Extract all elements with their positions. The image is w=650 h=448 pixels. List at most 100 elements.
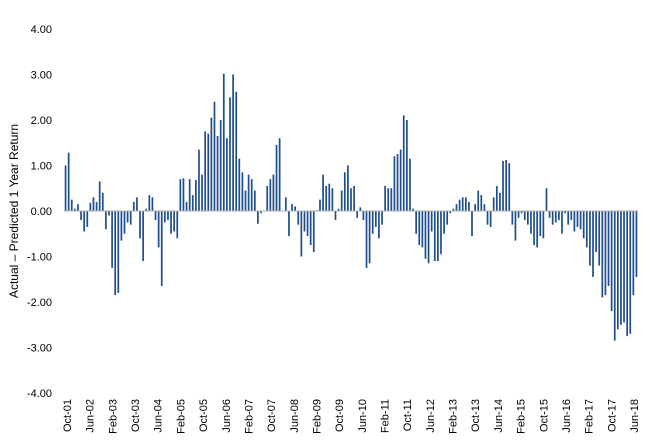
bar [570, 211, 573, 221]
bar [179, 179, 182, 211]
x-tick-label: Feb-17 [584, 399, 596, 434]
bar [101, 192, 104, 211]
bar [142, 211, 144, 262]
y-tick-labels: 4.00 3.00 2.00 1.00 0.00 -1.00 -2.00 -3.00 -4.00 [27, 24, 52, 400]
bar [334, 211, 337, 221]
bar [508, 163, 511, 211]
bar [585, 211, 588, 248]
bar [430, 211, 433, 232]
bar [185, 201, 188, 211]
bar [471, 211, 473, 237]
bar [595, 211, 597, 252]
bar [359, 207, 362, 211]
y-tick-label: 3.00 [31, 70, 52, 82]
bar [123, 211, 126, 234]
bar [257, 211, 259, 224]
bar [95, 201, 98, 211]
bar [328, 183, 331, 211]
bar [260, 211, 262, 214]
bar [188, 179, 191, 211]
bar [216, 135, 219, 211]
y-tick-label: 4.00 [31, 24, 52, 36]
bar [381, 211, 383, 225]
bar [70, 199, 73, 212]
x-tick-label: Oct-05 [198, 399, 210, 432]
bar [499, 192, 501, 211]
bar [148, 195, 151, 211]
x-tick-label: Jun-06 [221, 399, 233, 433]
bar [449, 211, 452, 214]
bar [458, 199, 461, 212]
bar [235, 91, 238, 211]
y-axis-title: Actual – Predicted 1 Year Return [7, 124, 21, 298]
bar [98, 181, 101, 211]
bar [399, 149, 402, 211]
bar [117, 211, 120, 293]
bar [390, 188, 393, 211]
bar [558, 211, 560, 221]
bar [77, 204, 79, 211]
bar [105, 211, 107, 230]
bar [610, 211, 613, 312]
bar [325, 185, 328, 211]
x-tick-label: Jun-14 [493, 399, 505, 433]
bar [294, 206, 297, 211]
bar [306, 211, 309, 237]
bar [620, 211, 622, 325]
bar [250, 179, 253, 211]
bar [343, 172, 346, 211]
x-tick-label: Jun-10 [357, 399, 369, 433]
bar [253, 190, 256, 211]
bar [433, 211, 436, 262]
bar [191, 195, 194, 211]
bar [551, 211, 554, 225]
x-tick-label: Feb-15 [516, 399, 528, 434]
bar [362, 211, 365, 221]
bar [632, 211, 635, 296]
bar [64, 165, 67, 211]
bar [542, 211, 545, 239]
bar [527, 211, 529, 225]
bar [440, 211, 442, 255]
bar [514, 211, 517, 241]
bar [157, 211, 160, 248]
bar [480, 195, 483, 211]
bar [415, 211, 418, 234]
bar [616, 211, 619, 330]
x-tick-label: Oct-01 [62, 399, 74, 432]
bar [114, 211, 117, 296]
bar [598, 211, 601, 266]
bar [126, 211, 129, 223]
bar [520, 211, 523, 214]
bar [182, 178, 185, 211]
bar [421, 211, 424, 248]
x-tick-label: Feb-07 [243, 399, 255, 434]
bar [83, 211, 86, 232]
y-tick-label: -1.00 [27, 252, 52, 264]
bar [195, 180, 197, 211]
bar [288, 211, 290, 237]
y-tick-label: 1.00 [31, 161, 52, 173]
bar [89, 202, 92, 211]
bar [468, 201, 470, 211]
bar [604, 211, 607, 296]
bar [201, 174, 203, 211]
bar [229, 97, 231, 211]
bar [291, 204, 293, 211]
bar [629, 211, 632, 334]
bar [173, 211, 175, 232]
bar [337, 208, 340, 211]
bar [244, 190, 247, 211]
bar [579, 211, 582, 230]
bar [210, 117, 213, 211]
bar [207, 133, 210, 211]
x-tick-label: Feb-05 [175, 399, 187, 434]
bar [213, 101, 216, 211]
bar [424, 211, 427, 259]
bar [511, 211, 514, 225]
bar [353, 185, 355, 211]
bar [613, 211, 616, 341]
bar [92, 197, 95, 211]
bar [548, 211, 551, 218]
bar [129, 211, 132, 225]
